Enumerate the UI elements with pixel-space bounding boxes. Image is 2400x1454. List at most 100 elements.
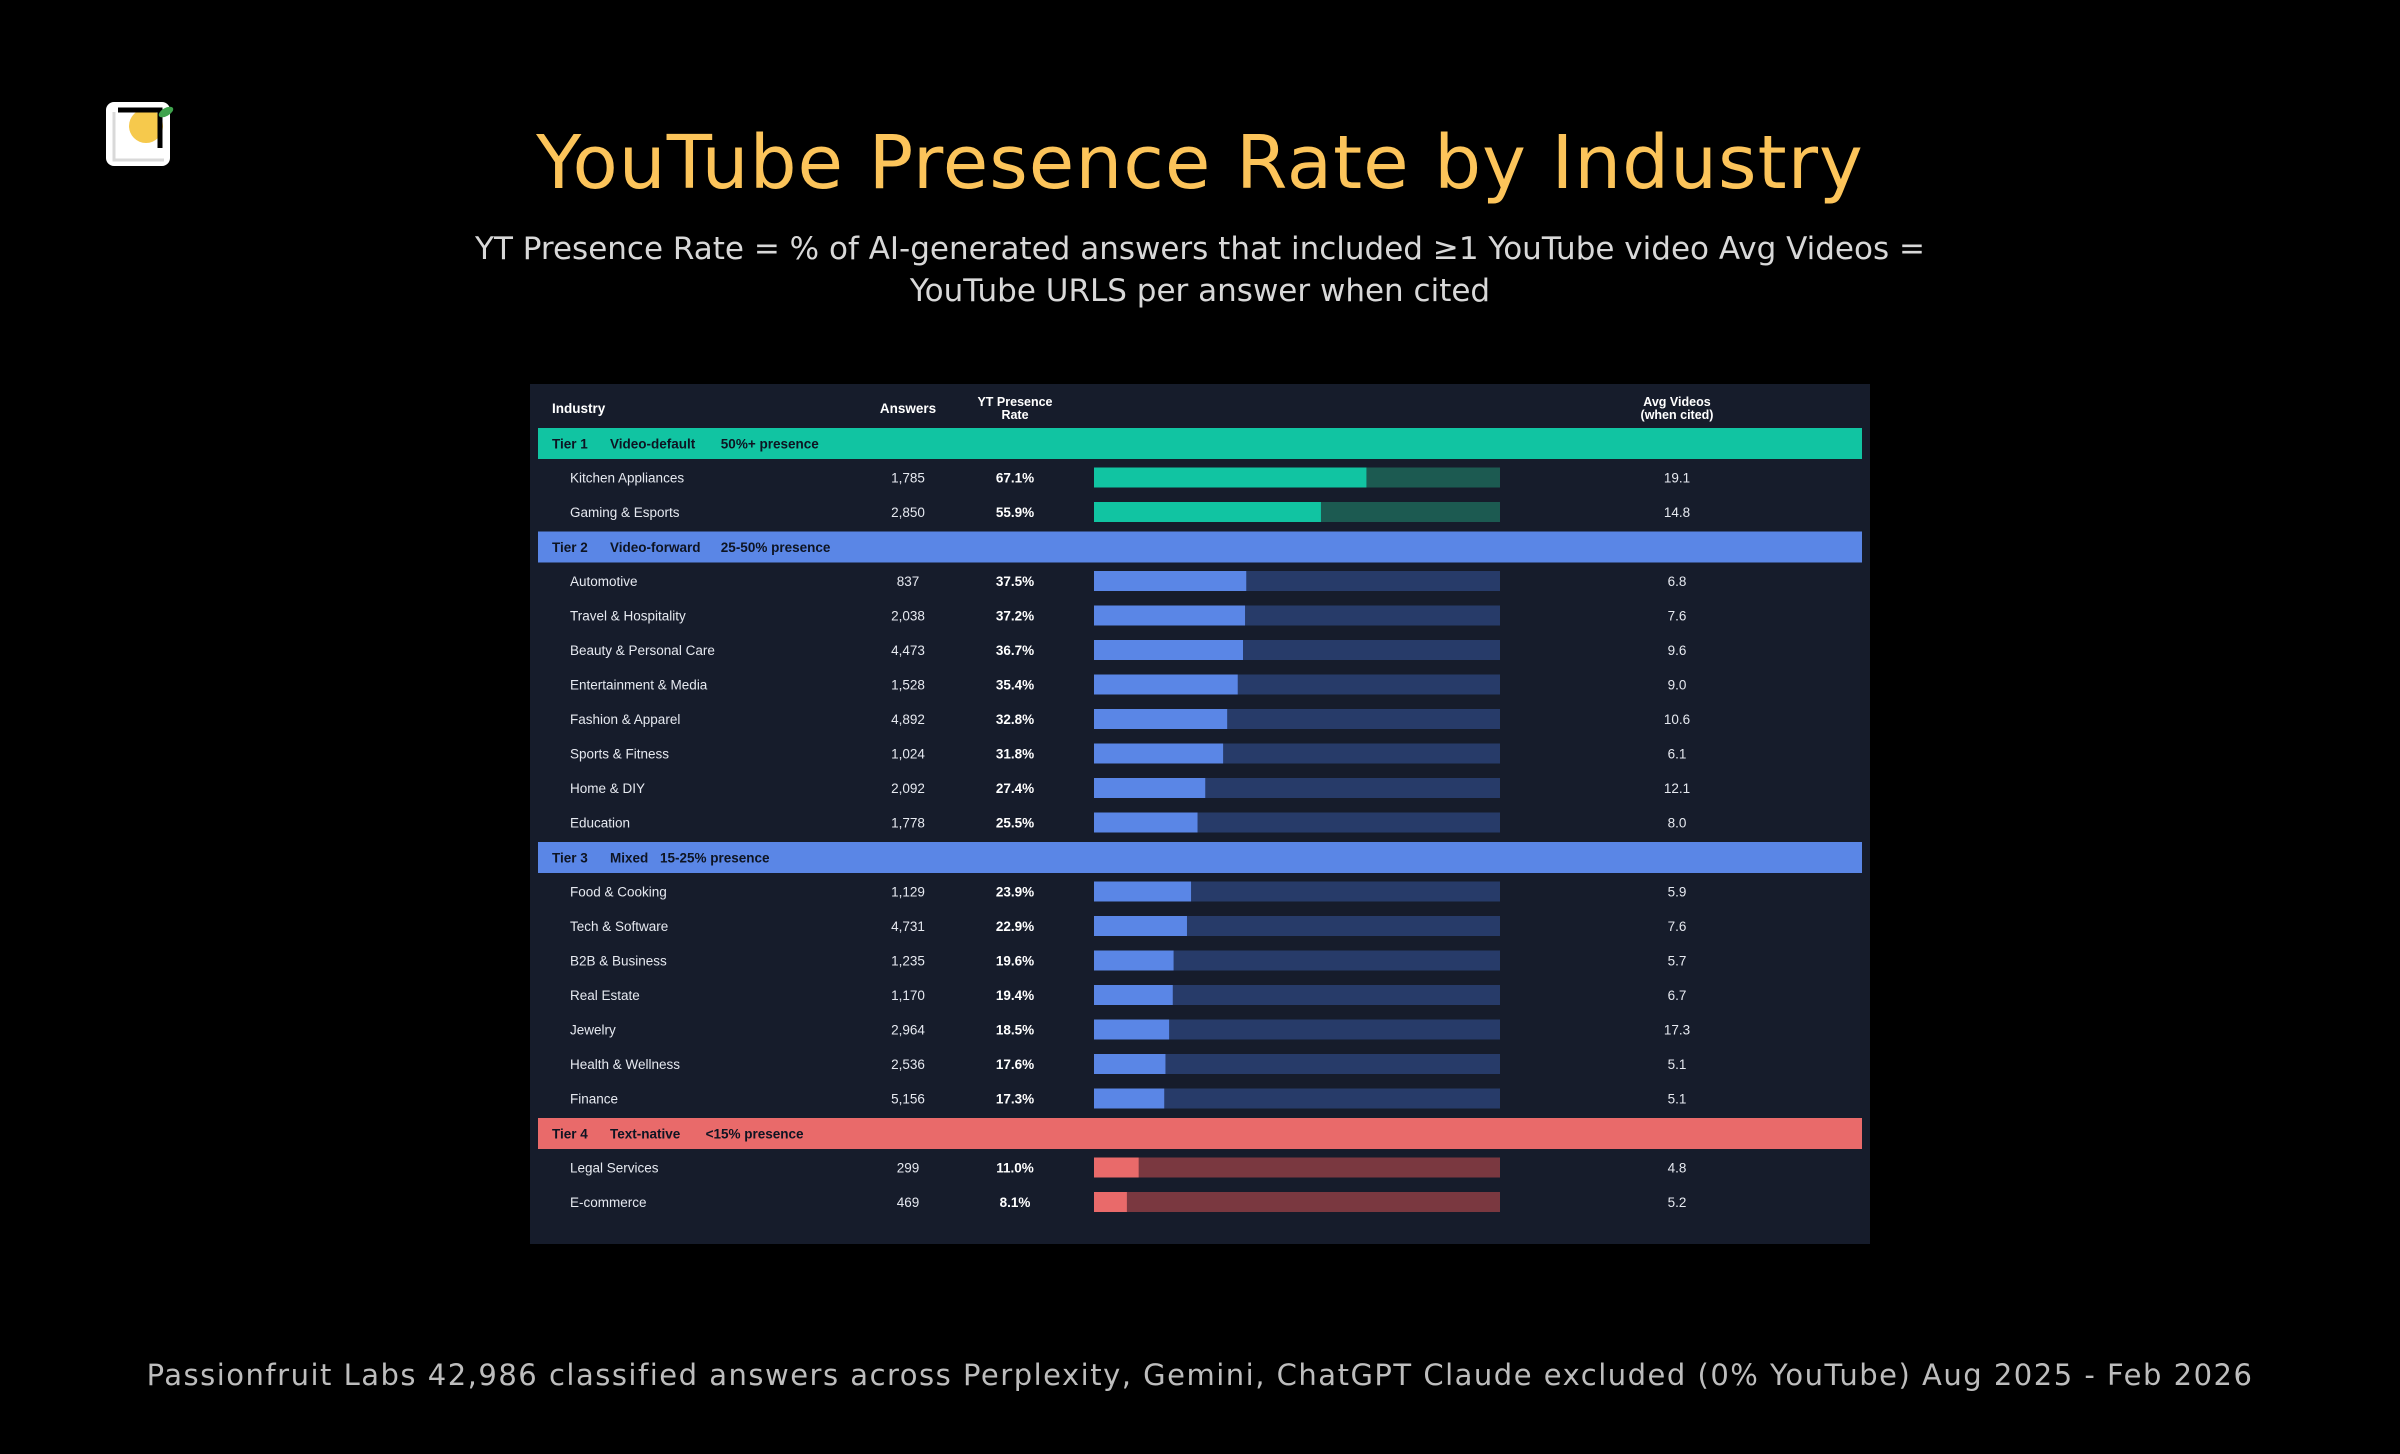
rate-bar — [1094, 467, 1367, 488]
tier-label: Mixed — [610, 851, 648, 866]
row-rate-label: 37.5% — [996, 574, 1034, 589]
tier-name: Tier 1 — [552, 437, 588, 452]
row-answers: 2,964 — [891, 1023, 925, 1038]
row-rate-label: 19.6% — [996, 954, 1034, 969]
rate-bar-track — [1094, 1019, 1500, 1040]
rate-bar — [1094, 1192, 1127, 1212]
tier-banner — [538, 842, 1862, 873]
tier-label: Text-native — [610, 1127, 681, 1142]
row-avg-videos: 10.6 — [1664, 712, 1690, 727]
row-avg-videos: 9.6 — [1668, 643, 1687, 658]
presence-table: Industry Answers YT Presence Rate Avg Videos… — [530, 384, 1870, 1244]
rate-bar-track — [1094, 881, 1500, 902]
row-answers: 837 — [897, 574, 920, 589]
rate-bar-track — [1094, 1192, 1500, 1212]
rate-bar — [1094, 674, 1238, 695]
row-answers: 1,170 — [891, 988, 925, 1003]
rate-bar-track — [1094, 950, 1500, 971]
tier-banner — [538, 531, 1862, 563]
row-answers: 5,156 — [891, 1092, 925, 1107]
tier-range: <15% presence — [706, 1127, 804, 1142]
row-answers: 2,850 — [891, 505, 925, 520]
rate-bar-track — [1094, 1054, 1500, 1074]
header-avg-line1: Avg Videos — [1643, 395, 1710, 409]
row-avg-videos: 4.8 — [1668, 1161, 1687, 1176]
header-rate-line1: YT Presence — [977, 395, 1052, 409]
row-industry: Fashion & Apparel — [570, 712, 680, 727]
row-avg-videos: 12.1 — [1664, 781, 1690, 796]
row-answers: 2,536 — [891, 1057, 925, 1072]
rate-bar — [1094, 709, 1228, 729]
row-industry: Health & Wellness — [570, 1057, 680, 1072]
row-avg-videos: 6.1 — [1668, 747, 1687, 762]
row-rate-label: 17.6% — [996, 1057, 1034, 1072]
row-avg-videos: 5.9 — [1668, 885, 1687, 900]
tier-range: 50%+ presence — [721, 437, 819, 452]
tier-banner — [538, 428, 1862, 459]
row-answers: 1,129 — [891, 885, 925, 900]
row-answers: 1,785 — [891, 471, 925, 486]
row-rate-label: 23.9% — [996, 885, 1034, 900]
source-footnote: Passionfruit Labs 42,986 classified answ… — [146, 1358, 2254, 1392]
row-avg-videos: 7.6 — [1668, 609, 1687, 624]
row-answers: 2,092 — [891, 781, 925, 796]
rate-bar — [1094, 950, 1174, 971]
rate-bar — [1094, 640, 1244, 660]
row-industry: Jewelry — [570, 1023, 616, 1038]
row-rate-label: 17.3% — [996, 1092, 1034, 1107]
rate-bar — [1094, 1088, 1165, 1109]
row-industry: Sports & Fitness — [570, 747, 669, 762]
row-rate-label: 25.5% — [996, 816, 1034, 831]
row-industry: Finance — [570, 1092, 618, 1107]
row-rate-label: 36.7% — [996, 643, 1034, 658]
rate-bar — [1094, 985, 1173, 1005]
rate-bar — [1094, 605, 1246, 626]
row-avg-videos: 19.1 — [1664, 471, 1690, 486]
page-title: YouTube Presence Rate by Industry — [536, 120, 1864, 206]
tier-name: Tier 3 — [552, 851, 588, 866]
row-industry: Education — [570, 816, 630, 831]
header-avg-line2: (when cited) — [1641, 408, 1714, 422]
row-industry: Kitchen Appliances — [570, 471, 684, 486]
rate-bar — [1094, 881, 1192, 902]
row-industry: Tech & Software — [570, 919, 668, 934]
rate-bar — [1094, 1019, 1170, 1040]
row-avg-videos: 5.7 — [1668, 954, 1687, 969]
tier-range: 15-25% presence — [660, 851, 770, 866]
row-industry: Food & Cooking — [570, 885, 667, 900]
row-rate-label: 35.4% — [996, 678, 1034, 693]
row-answers: 1,235 — [891, 954, 925, 969]
passionfruit-logo-icon — [106, 102, 174, 166]
row-industry: Real Estate — [570, 988, 640, 1003]
row-answers: 1,778 — [891, 816, 925, 831]
tier-banner — [538, 1118, 1862, 1149]
rate-bar-track — [1094, 1088, 1500, 1109]
row-rate-label: 37.2% — [996, 609, 1034, 624]
row-avg-videos: 5.2 — [1668, 1195, 1687, 1210]
row-rate-label: 22.9% — [996, 919, 1034, 934]
row-industry: Automotive — [570, 574, 638, 589]
header-industry: Industry — [552, 401, 606, 416]
header-answers: Answers — [880, 401, 936, 416]
row-rate-label: 31.8% — [996, 747, 1034, 762]
row-rate-label: 32.8% — [996, 712, 1034, 727]
row-answers: 2,038 — [891, 609, 925, 624]
row-avg-videos: 7.6 — [1668, 919, 1687, 934]
row-industry: Beauty & Personal Care — [570, 643, 715, 658]
row-answers: 1,528 — [891, 678, 925, 693]
row-rate-label: 8.1% — [1000, 1195, 1031, 1210]
row-industry: Legal Services — [570, 1161, 659, 1176]
rate-bar — [1094, 571, 1247, 591]
row-answers: 1,024 — [891, 747, 925, 762]
rate-bar — [1094, 1157, 1139, 1178]
row-avg-videos: 5.1 — [1668, 1092, 1687, 1107]
rate-bar — [1094, 778, 1206, 798]
row-avg-videos: 14.8 — [1664, 505, 1690, 520]
tier-range: 25-50% presence — [721, 540, 831, 555]
row-industry: B2B & Business — [570, 954, 667, 969]
rate-bar-track — [1094, 1157, 1500, 1178]
row-rate-label: 67.1% — [996, 471, 1034, 486]
row-industry: Gaming & Esports — [570, 505, 680, 520]
row-answers: 469 — [897, 1195, 920, 1210]
